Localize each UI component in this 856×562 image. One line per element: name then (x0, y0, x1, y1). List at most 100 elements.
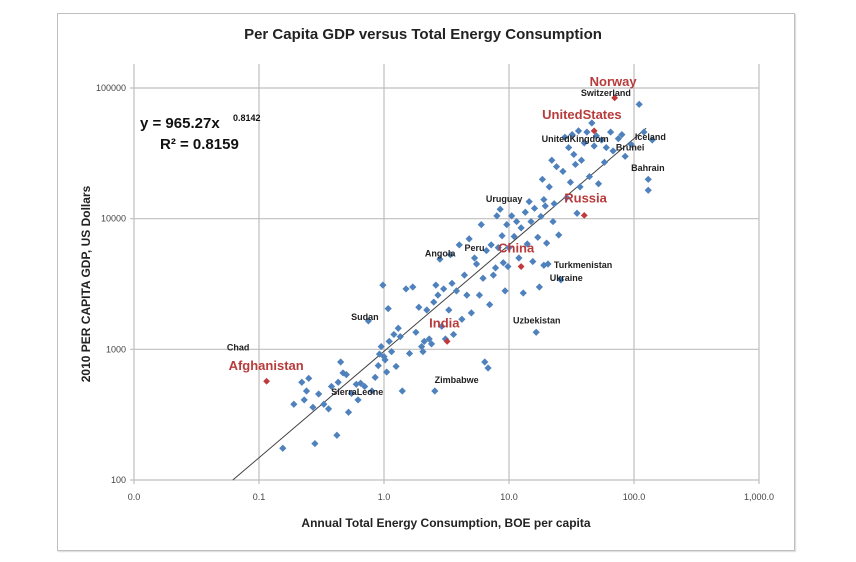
highlighted-point-india (443, 338, 451, 345)
x-tick-label: 0.0 (128, 492, 141, 502)
data-point (568, 130, 576, 139)
data-point (602, 143, 610, 152)
highlighted-point-unitedstates (590, 127, 598, 135)
data-point (445, 306, 453, 314)
data-point (525, 198, 533, 206)
data-point (609, 147, 617, 155)
data-point (387, 348, 396, 356)
data-point (298, 378, 306, 386)
data-point (494, 244, 502, 252)
country-label-peru: Peru (465, 243, 485, 253)
x-axis-label: Annual Total Energy Consumption, BOE per… (301, 516, 590, 530)
data-point (481, 358, 489, 366)
data-point (482, 246, 491, 255)
data-point (449, 330, 458, 339)
data-point (493, 212, 501, 220)
data-point (479, 274, 487, 282)
data-point (498, 232, 506, 240)
data-point (580, 139, 588, 147)
data-point (559, 167, 567, 176)
data-point (523, 240, 531, 248)
data-point (565, 143, 573, 152)
data-point (392, 362, 400, 371)
data-point (487, 241, 495, 249)
data-point (315, 390, 323, 398)
data-point (491, 264, 500, 272)
chart-title: Per Capita GDP versus Total Energy Consu… (244, 26, 602, 43)
data-point (440, 285, 448, 293)
data-point (342, 371, 350, 379)
data-point (354, 396, 362, 404)
data-point (561, 133, 569, 141)
data-point (290, 400, 298, 408)
data-point (648, 136, 656, 144)
country-label-uruguay: Uruguay (486, 194, 523, 204)
data-point (499, 259, 507, 267)
data-point (347, 389, 356, 397)
data-point (458, 315, 466, 323)
chart-frame (57, 13, 795, 551)
data-point (430, 298, 438, 306)
data-point (463, 291, 471, 299)
highlight-label-india: India (429, 315, 460, 330)
data-point (279, 444, 287, 452)
data-point (371, 373, 379, 381)
data-point (460, 271, 469, 279)
data-point (419, 348, 427, 356)
data-point (583, 128, 591, 136)
y-tick-label: 100 (111, 475, 126, 485)
data-point (621, 152, 629, 160)
highlighted-point-norway (611, 94, 619, 102)
data-point (333, 431, 341, 439)
x-tick-label: 100.0 (623, 492, 646, 502)
highlight-label-china: China (498, 241, 535, 256)
data-point (540, 261, 548, 269)
data-point (552, 163, 561, 171)
country-label-switzerland: Switzerland (581, 88, 631, 98)
data-point (600, 158, 609, 166)
data-point (334, 378, 342, 386)
data-point (597, 136, 606, 144)
data-point (504, 262, 512, 271)
data-point (302, 387, 311, 395)
country-label-ukraine: Ukraine (550, 273, 583, 283)
country-label-zimbabwe: Zimbabwe (435, 375, 479, 385)
data-point (412, 328, 420, 336)
y-axis-ticks: 100 1000 10000 100000 (96, 83, 126, 485)
data-point (590, 142, 598, 150)
data-point (592, 132, 600, 140)
data-point (588, 119, 596, 127)
data-point (475, 291, 484, 299)
data-point (402, 285, 410, 293)
data-point (496, 205, 504, 213)
data-point (545, 183, 553, 191)
data-point (503, 221, 511, 229)
data-point (431, 387, 439, 395)
country-label-uzbekistan: Uzbekistan (513, 316, 561, 326)
data-point (635, 100, 643, 108)
data-point (607, 128, 615, 136)
data-point (614, 134, 622, 143)
country-labels: Norway UnitedStates Russia China India Afghan… (227, 74, 666, 397)
data-point (570, 150, 578, 159)
country-label-angola: Angola (425, 248, 456, 258)
y-tick-label: 1000 (106, 344, 126, 354)
highlighted-point-russia (580, 211, 588, 219)
data-point (441, 335, 450, 343)
data-point (434, 291, 442, 299)
equation-text: y = 965.27x (140, 115, 220, 132)
y-axis-label: 2010 PER CAPITA GDP, US Dollars (79, 185, 93, 382)
data-point (566, 178, 575, 186)
data-point (377, 342, 385, 351)
data-point (311, 439, 319, 448)
data-point (467, 309, 475, 317)
data-point (398, 387, 406, 395)
data-point (489, 271, 497, 279)
trend-equation: y = 965.27x 0.8142 R² = 0.8159 (140, 113, 261, 153)
data-point (534, 233, 542, 241)
data-point (535, 283, 543, 291)
data-point (519, 289, 527, 297)
highlighted-point-china (517, 263, 525, 270)
country-label-turkmenistan: Turkmenistan (554, 260, 612, 270)
